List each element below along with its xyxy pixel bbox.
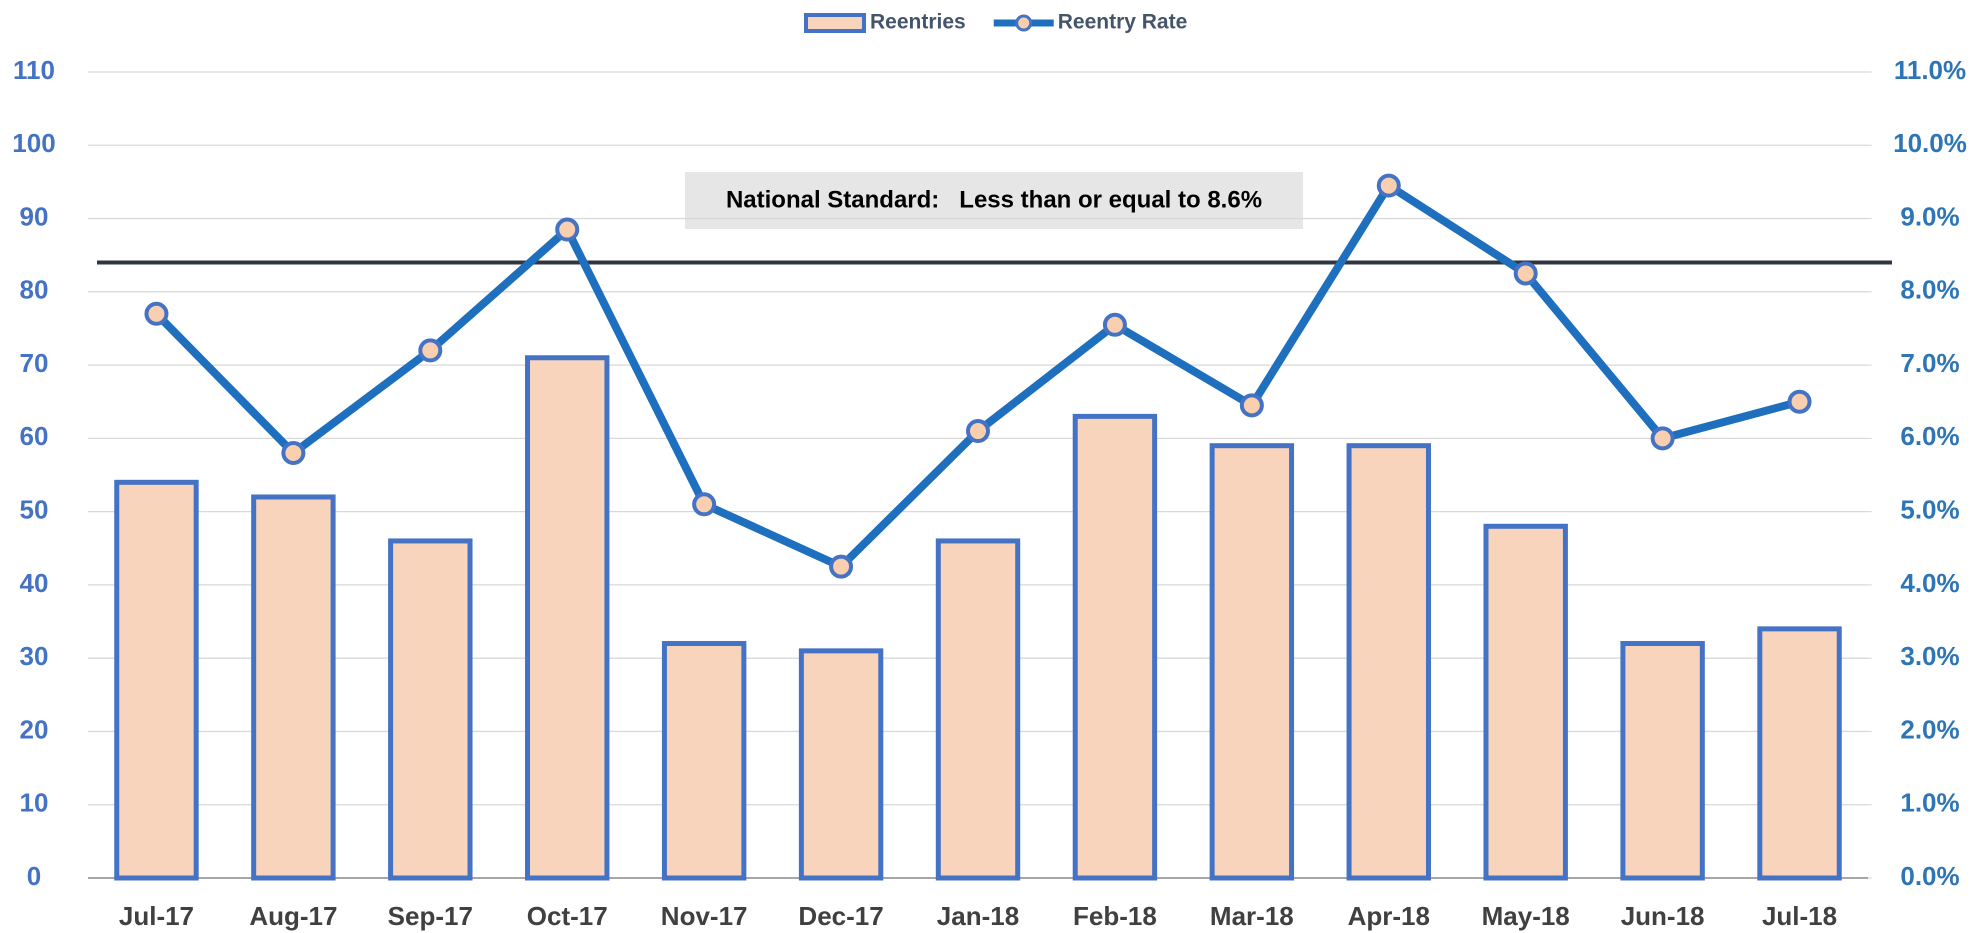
y-tick-label: 80 (20, 275, 49, 305)
x-tick-label: Jan-18 (937, 901, 1019, 931)
marker (1650, 426, 1675, 451)
marker (829, 554, 854, 579)
annotation-box (685, 172, 1303, 229)
x-tick-label: Feb-18 (1073, 901, 1157, 931)
marker (966, 419, 990, 444)
bar (1209, 443, 1295, 881)
x-tick-label: Mar-18 (1210, 901, 1294, 931)
y2-tick-label: 10.0% (1893, 128, 1967, 158)
marker (1787, 389, 1812, 414)
legend-marker (1015, 14, 1033, 32)
x-tick-label: Sep-17 (388, 901, 473, 931)
y-tick-label: 40 (20, 568, 49, 598)
y2-tick-label: 7.0% (1900, 348, 1959, 378)
x-tick-label: Nov-17 (661, 901, 748, 931)
marker (1376, 173, 1401, 198)
marker (1102, 312, 1127, 337)
annotation: National Standard: Less than or equal to… (726, 186, 1262, 213)
y-tick-label: 70 (20, 348, 49, 378)
bar (798, 648, 884, 881)
marker (1239, 393, 1264, 418)
y2-tick-label: 5.0% (1900, 495, 1959, 525)
line (153, 181, 1801, 571)
bar (388, 538, 473, 881)
legend-label: Reentries (870, 11, 966, 34)
bar (525, 355, 610, 881)
bar (661, 641, 747, 881)
y-tick-label: 10 (20, 788, 49, 818)
y2-tick-label: 8.0% (1900, 275, 1959, 305)
y2-tick-label: 1.0% (1900, 788, 1959, 818)
bar (935, 538, 1021, 881)
y2-tick-label: 2.0% (1900, 714, 1959, 744)
y2-tick-label: 11.0% (1894, 55, 1966, 85)
marker (555, 217, 580, 242)
marker (418, 338, 443, 363)
bar (1757, 626, 1842, 881)
x-tick-label: Apr-18 (1348, 901, 1430, 931)
y2-tick-label: 0.0% (1900, 861, 1959, 891)
y-tick-label: 30 (20, 641, 49, 671)
y-tick-label: 60 (20, 421, 49, 451)
x-tick-label: Jul-18 (1762, 901, 1837, 931)
y-tick-label: 100 (12, 128, 55, 158)
x-tick-label: Aug-17 (249, 901, 337, 931)
marker (144, 301, 169, 326)
y-tick-label: 50 (20, 495, 49, 525)
legend-label: Reentry Rate (1058, 11, 1188, 34)
legend-swatch (804, 13, 866, 33)
x-tick-label: Dec-17 (798, 901, 883, 931)
y-tick-label: 110 (13, 55, 55, 85)
bar (114, 479, 199, 881)
marker (692, 492, 717, 517)
y-tick-label: 0 (27, 861, 41, 891)
y2-tick-label: 3.0% (1900, 641, 1959, 671)
y-tick-label: 90 (20, 201, 49, 231)
bar (1072, 413, 1158, 881)
bar (1346, 443, 1431, 881)
y-tick-label: 20 (20, 714, 49, 744)
bar (251, 494, 336, 881)
bar (1483, 523, 1568, 881)
x-tick-label: Jun-18 (1621, 901, 1705, 931)
x-tick-label: May-18 (1482, 901, 1570, 931)
y2-tick-label: 9.0% (1900, 201, 1959, 231)
x-tick-label: Oct-17 (527, 901, 608, 931)
marker (281, 441, 306, 466)
y2-tick-label: 6.0% (1900, 421, 1959, 451)
bar (1620, 641, 1705, 881)
x-tick-label: Jul-17 (119, 901, 194, 931)
marker (1513, 261, 1538, 286)
y2-tick-label: 4.0% (1900, 568, 1959, 598)
